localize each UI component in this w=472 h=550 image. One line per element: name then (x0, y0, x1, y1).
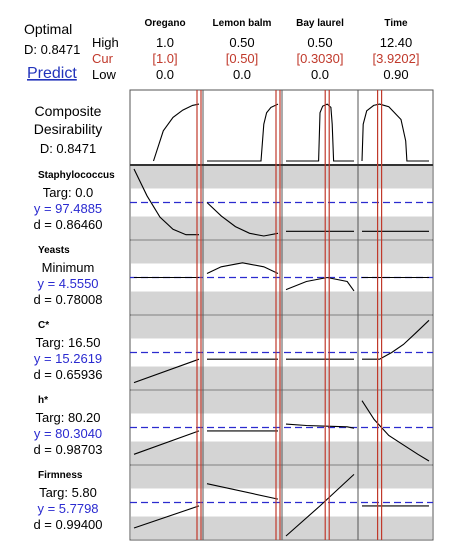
response-y: y = 80.3040 (34, 426, 102, 441)
composite-row (129, 89, 434, 166)
composite-curves (152, 103, 429, 162)
response-y: y = 4.5550 (37, 276, 98, 291)
factor-cur: [1.0] (152, 51, 177, 66)
composite-curve (207, 103, 279, 162)
composite-curve (152, 103, 200, 162)
response-d: d = 0.86460 (33, 217, 102, 232)
response-curve (133, 430, 200, 455)
composite-curve (361, 103, 429, 162)
factor-name: Time (384, 18, 408, 29)
response-curves (130, 473, 433, 537)
response-curve (206, 202, 279, 237)
response-curve (133, 358, 200, 384)
response-d: d = 0.78008 (33, 292, 102, 307)
factor-name: Lemon balm (213, 18, 272, 29)
response-row (129, 314, 434, 391)
plot-rows (129, 89, 434, 541)
composite-title-line1: Composite (35, 103, 102, 119)
response-curve (361, 400, 430, 462)
response-curve (206, 262, 279, 274)
response-goal: Targ: 80.20 (35, 410, 100, 425)
response-curves (130, 319, 433, 384)
response-curve (206, 483, 279, 500)
factor-high: 0.50 (229, 35, 254, 50)
response-y: y = 15.2619 (34, 351, 102, 366)
factor-high: 12.40 (380, 35, 413, 50)
response-curve (285, 423, 355, 429)
factor-cur: [3.9202] (373, 51, 420, 66)
factor-name: Bay laurel (296, 18, 344, 29)
response-curve (285, 276, 355, 292)
response-row (129, 389, 434, 466)
composite-curve (286, 103, 354, 162)
factor-name: Oregano (144, 18, 185, 29)
factor-low: 0.0 (233, 67, 251, 82)
overall-desirability: D: 0.8471 (24, 42, 80, 57)
row-label-high: High (92, 35, 119, 50)
response-goal: Minimum (42, 260, 95, 275)
composite-label: Composite Desirability D: 0.8471 (34, 103, 102, 156)
response-curve (133, 168, 199, 236)
response-name: h* (38, 395, 48, 406)
response-curve (285, 473, 355, 537)
factor-low: 0.0 (311, 67, 329, 82)
response-y: y = 97.4885 (34, 201, 102, 216)
response-name: C* (38, 320, 49, 331)
predict-link[interactable]: Predict (27, 65, 77, 82)
response-goal: Targ: 5.80 (39, 485, 97, 500)
response-name: Staphylococcus (38, 170, 115, 181)
factor-high: 0.50 (307, 35, 332, 50)
response-curves (130, 168, 433, 237)
composite-d: D: 0.8471 (40, 141, 96, 156)
factor-column-header: Lemon balm 0.50[0.50]0.0 (213, 18, 272, 82)
response-curve (362, 319, 430, 360)
response-goal: Targ: 0.0 (43, 185, 94, 200)
optimal-label: Optimal (24, 21, 72, 37)
factor-column-header: Oregano 1.0[1.0]0.0 (144, 18, 185, 82)
factor-cur: [0.3030] (297, 51, 344, 66)
factor-low: 0.0 (156, 67, 174, 82)
response-goal: Targ: 16.50 (35, 335, 100, 350)
factor-column-header: Bay laurel 0.50[0.3030]0.0 (296, 18, 344, 82)
response-curves (130, 262, 433, 292)
response-curve (133, 505, 200, 529)
composite-title-line2: Desirability (34, 121, 102, 137)
row-label-cur: Cur (92, 51, 114, 66)
factor-column-header: Time 12.40[3.9202]0.90 (373, 18, 420, 82)
response-name: Firmness (38, 470, 83, 481)
response-curves (130, 400, 433, 462)
response-d: d = 0.98703 (33, 442, 102, 457)
response-d: d = 0.65936 (33, 367, 102, 382)
factor-low: 0.90 (383, 67, 408, 82)
current-settings (196, 90, 383, 540)
response-name: Yeasts (38, 245, 70, 256)
factor-cur: [0.50] (226, 51, 259, 66)
response-d: d = 0.99400 (33, 517, 102, 532)
factor-high: 1.0 (156, 35, 174, 50)
response-y: y = 5.7798 (37, 501, 98, 516)
row-label-low: Low (92, 67, 116, 82)
